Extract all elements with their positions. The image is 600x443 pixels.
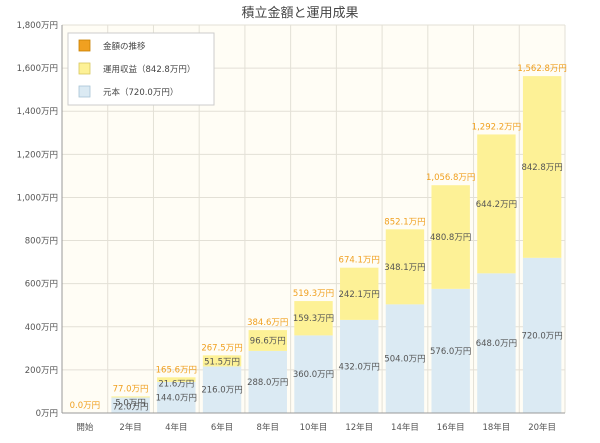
- returns-bar: [522, 76, 562, 258]
- returns-value-label: 348.1万円: [384, 263, 425, 273]
- legend-swatch-principal: [78, 85, 91, 98]
- legend-box: [67, 32, 215, 106]
- returns-value-label: 480.8万円: [430, 233, 471, 243]
- principal-bar: [248, 350, 287, 413]
- principal-value-label: 360.0万円: [293, 370, 334, 380]
- principal-bar: [385, 304, 425, 413]
- y-tick-label: 1,600万円: [17, 64, 58, 74]
- total-value-label: 1,056.8万円: [426, 173, 475, 183]
- principal-value-label: 576.0万円: [430, 347, 471, 357]
- x-tick-label: 6年目: [211, 422, 233, 433]
- x-tick-label: 8年目: [257, 422, 279, 433]
- x-tick-label: 16年目: [437, 422, 465, 433]
- principal-value-label: 288.0万円: [247, 378, 288, 388]
- y-tick-label: 1,400万円: [17, 107, 58, 117]
- total-value-label: 77.0万円: [113, 384, 149, 394]
- returns-bar: [340, 267, 379, 320]
- legend-label-principal: 元本（720.0万円）: [103, 87, 178, 98]
- x-tick-label: 12年目: [345, 422, 373, 433]
- x-tick-label: 10年目: [300, 422, 328, 433]
- x-tick-label: 4年目: [165, 422, 187, 433]
- total-value-label: 1,292.2万円: [472, 122, 521, 132]
- total-value-label: 519.3万円: [293, 289, 334, 299]
- returns-value-label: 242.1万円: [339, 290, 380, 300]
- y-tick-label: 200万円: [25, 366, 58, 376]
- principal-bar: [477, 273, 516, 413]
- returns-bar: [385, 229, 425, 305]
- total-value-label: 852.1万円: [384, 217, 425, 227]
- chart-title: 積立金額と運用成果: [241, 5, 358, 21]
- y-tick-label: 1,000万円: [17, 193, 58, 203]
- returns-bar: [431, 185, 470, 289]
- x-tick-label: 18年目: [482, 422, 510, 433]
- principal-bar: [522, 257, 562, 413]
- returns-value-label: 51.5万円: [204, 357, 240, 367]
- total-value-label: 0.0万円: [70, 401, 101, 411]
- x-tick-label: 2年目: [119, 422, 141, 433]
- returns-bar: [477, 134, 516, 274]
- returns-value-label: 644.2万円: [476, 200, 517, 210]
- y-tick-label: 400万円: [25, 323, 58, 333]
- principal-bar: [294, 335, 333, 413]
- total-value-label: 165.6万円: [156, 365, 197, 375]
- y-tick-label: 0万円: [36, 409, 58, 419]
- total-value-label: 674.1万円: [339, 256, 380, 266]
- principal-bar: [431, 288, 470, 413]
- returns-value-label: 842.8万円: [521, 163, 562, 173]
- returns-bar: [248, 330, 287, 351]
- x-tick-label: 開始: [76, 422, 94, 433]
- principal-value-label: 504.0万円: [384, 355, 425, 365]
- y-tick-label: 1,800万円: [17, 21, 58, 31]
- returns-value-label: 96.6万円: [250, 337, 286, 347]
- y-tick-label: 1,200万円: [17, 150, 58, 160]
- principal-bar: [157, 381, 196, 413]
- legend-swatch-returns: [78, 62, 91, 75]
- returns-value-label: 159.3万円: [293, 314, 334, 324]
- principal-value-label: 144.0万円: [156, 393, 197, 403]
- legend-label-returns: 運用収益（842.8万円）: [103, 64, 195, 75]
- total-value-label: 384.6万円: [247, 318, 288, 328]
- principal-bar: [111, 397, 150, 413]
- principal-value-label: 720.0万円: [521, 331, 562, 341]
- axes: 0万円 200万円 400万円 600万円 800万円 1,000万円 1,200万円 1,4…: [17, 21, 565, 433]
- total-value-label: 1,562.8万円: [517, 64, 566, 74]
- legend-swatch-total: [78, 39, 91, 52]
- principal-bar: [202, 366, 242, 413]
- returns-bar: [111, 396, 150, 398]
- x-tick-label: 20年目: [528, 422, 556, 433]
- legend-label-total: 金額の推移: [103, 41, 146, 52]
- returns-bar: [294, 301, 333, 336]
- x-tick-label: 14年目: [391, 422, 419, 433]
- returns-bar: [202, 355, 242, 367]
- y-tick-label: 600万円: [25, 280, 58, 290]
- returns-value-label: 21.6万円: [158, 379, 194, 389]
- principal-value-label: 432.0万円: [339, 362, 380, 372]
- total-value-label: 267.5万円: [201, 343, 242, 353]
- principal-value-label: 648.0万円: [476, 339, 517, 349]
- legend: 金額の推移 運用収益（842.8万円） 元本（720.0万円）: [67, 32, 215, 106]
- principal-value-label: 216.0万円: [201, 386, 242, 396]
- principal-value-label: 72.0万円: [113, 402, 149, 412]
- returns-bar: [157, 377, 196, 382]
- principal-bar: [340, 319, 379, 413]
- y-tick-label: 800万円: [25, 237, 58, 247]
- returns-value-label: 5.0万円: [115, 398, 146, 408]
